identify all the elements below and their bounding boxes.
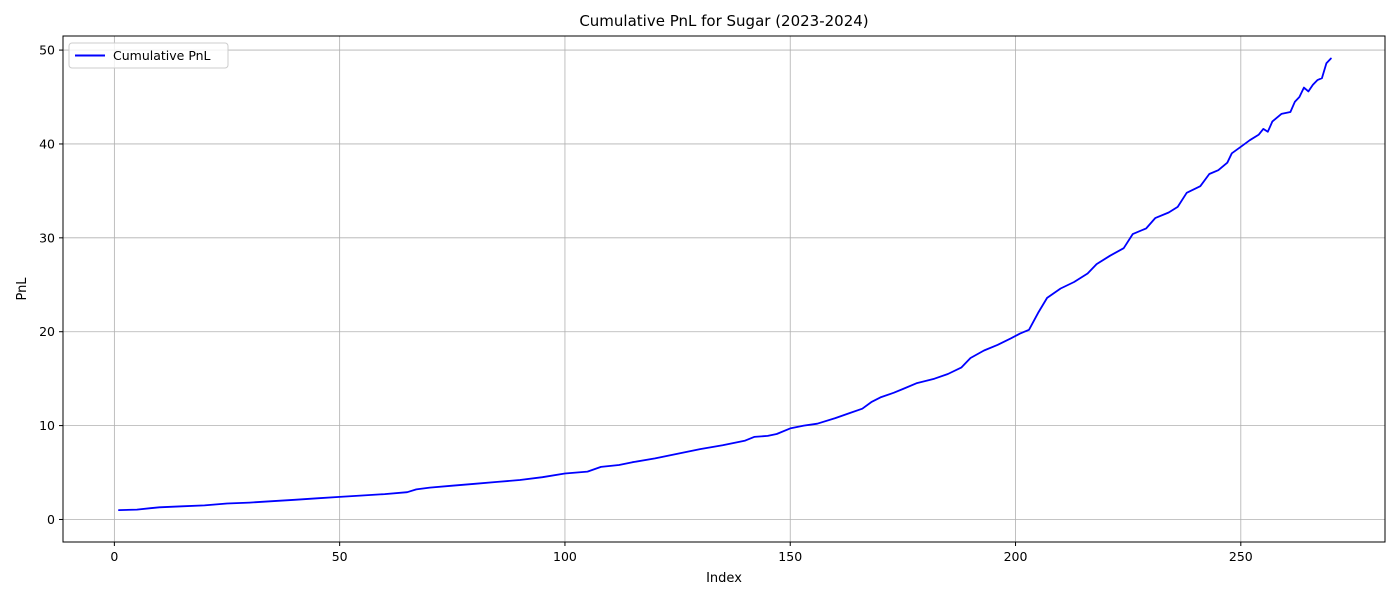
axis-ticks: 0 50 100 150 200 250 0 10 20 30 40 50	[39, 43, 1253, 564]
x-tick-label: 0	[110, 549, 118, 564]
chart-title: Cumulative PnL for Sugar (2023-2024)	[579, 12, 868, 30]
x-tick-label: 50	[332, 549, 348, 564]
legend-entry-label: Cumulative PnL	[113, 48, 211, 63]
plot-frame	[62, 35, 1386, 543]
x-tick-label: 150	[778, 549, 802, 564]
x-tick-label: 200	[1004, 549, 1028, 564]
grid	[63, 36, 1385, 542]
y-tick-label: 30	[39, 230, 55, 245]
x-tick-label: 100	[553, 549, 577, 564]
y-axis-label: PnL	[15, 277, 30, 301]
x-axis-label: Index	[706, 571, 742, 586]
y-tick-label: 40	[39, 136, 55, 151]
y-tick-label: 0	[47, 512, 55, 527]
series-line-cumulative-pnl	[118, 57, 1332, 512]
series-layer	[118, 57, 1332, 512]
legend: Cumulative PnL	[68, 42, 229, 69]
y-tick-label: 20	[39, 324, 55, 339]
y-tick-label: 10	[39, 418, 55, 433]
x-tick-label: 250	[1229, 549, 1253, 564]
y-tick-label: 50	[39, 43, 55, 58]
legend-box	[68, 42, 229, 69]
